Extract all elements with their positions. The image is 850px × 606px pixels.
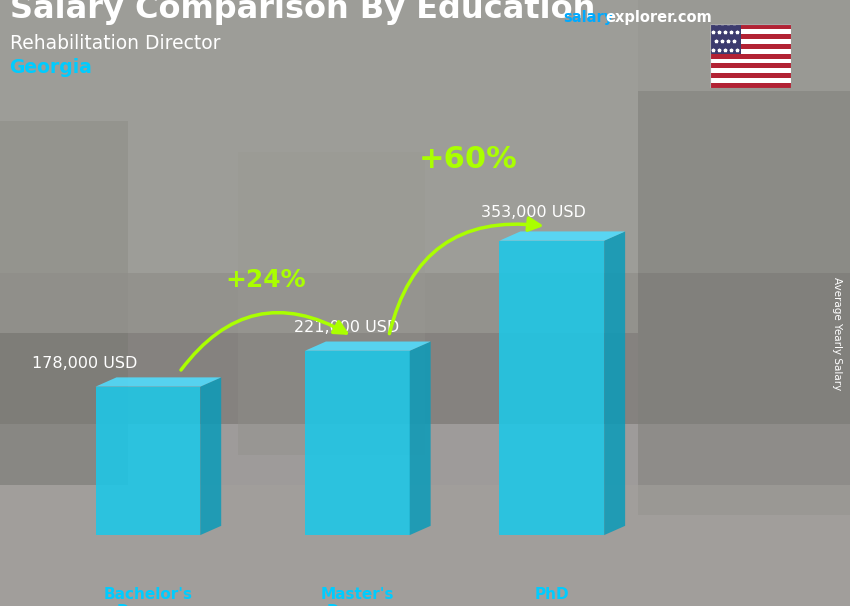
Text: Bachelor's
Degree: Bachelor's Degree <box>104 587 192 606</box>
Bar <box>0 121 128 485</box>
Bar <box>710 34 791 39</box>
Text: explorer.com: explorer.com <box>606 10 712 25</box>
Bar <box>0 424 850 606</box>
Polygon shape <box>604 231 625 535</box>
Bar <box>238 152 425 454</box>
Bar <box>710 78 791 83</box>
Bar <box>710 53 791 59</box>
Bar <box>710 44 791 48</box>
Polygon shape <box>95 378 221 387</box>
Bar <box>710 48 791 53</box>
Text: 178,000 USD: 178,000 USD <box>32 356 138 371</box>
Text: Salary Comparison By Education: Salary Comparison By Education <box>9 0 595 25</box>
Bar <box>710 59 791 64</box>
Bar <box>710 73 791 78</box>
Polygon shape <box>305 351 410 535</box>
Bar <box>710 39 791 44</box>
Polygon shape <box>305 342 431 351</box>
Text: Average Yearly Salary: Average Yearly Salary <box>832 277 842 390</box>
Polygon shape <box>410 342 431 535</box>
Bar <box>710 24 741 53</box>
Polygon shape <box>500 231 625 241</box>
Polygon shape <box>500 241 604 535</box>
Bar <box>710 24 791 29</box>
Bar <box>710 83 791 88</box>
Bar <box>710 29 791 34</box>
Bar <box>0 485 850 606</box>
Bar <box>710 64 791 68</box>
Polygon shape <box>95 387 201 535</box>
Text: 353,000 USD: 353,000 USD <box>481 205 586 220</box>
Text: PhD: PhD <box>535 587 570 602</box>
Bar <box>0 0 850 273</box>
Bar <box>638 91 850 515</box>
Text: 221,000 USD: 221,000 USD <box>294 321 399 335</box>
Bar <box>0 273 850 424</box>
Bar <box>0 0 638 333</box>
Text: salary: salary <box>563 10 614 25</box>
Bar <box>710 68 791 73</box>
Text: Master's
Degree: Master's Degree <box>320 587 394 606</box>
Text: +24%: +24% <box>225 268 306 291</box>
Text: Georgia: Georgia <box>9 58 93 77</box>
Text: Rehabilitation Director: Rehabilitation Director <box>9 35 220 53</box>
Polygon shape <box>201 378 221 535</box>
Text: +60%: +60% <box>418 145 517 174</box>
